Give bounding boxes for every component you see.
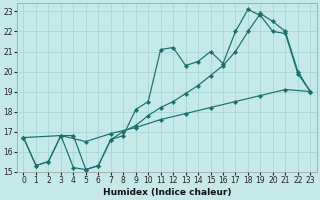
X-axis label: Humidex (Indice chaleur): Humidex (Indice chaleur) — [103, 188, 231, 197]
